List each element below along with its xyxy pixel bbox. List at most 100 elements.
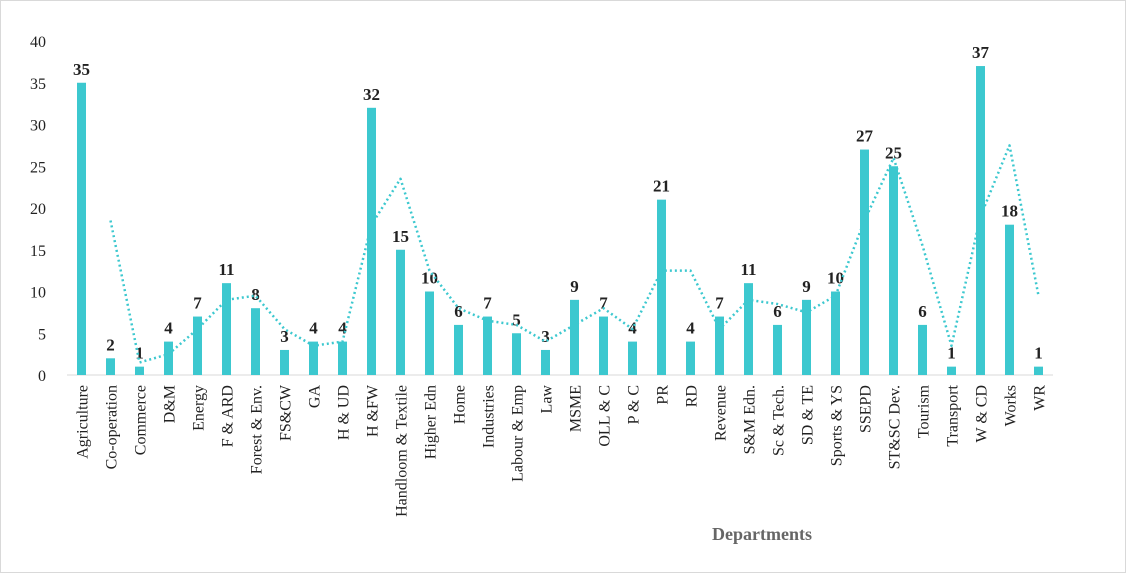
- data-label: 21: [653, 177, 670, 196]
- x-tick-label: GA: [307, 385, 324, 409]
- bar: [309, 341, 318, 375]
- data-label: 10: [827, 269, 844, 288]
- x-tick-label: Higher Edn: [423, 385, 440, 459]
- x-tick-label: S&M Edn.: [742, 385, 759, 454]
- x-tick-label: Energy: [191, 385, 208, 431]
- data-label: 27: [856, 127, 874, 146]
- x-tick-label: Forest & Env.: [249, 385, 266, 474]
- data-label: 9: [802, 277, 811, 296]
- x-tick-label: Commerce: [133, 385, 150, 455]
- y-tick-label: 10: [30, 285, 46, 302]
- bar: [367, 107, 376, 376]
- x-tick-label: RD: [684, 385, 701, 407]
- data-label: 3: [280, 327, 289, 346]
- bar: [831, 291, 840, 375]
- bar: [338, 341, 347, 375]
- data-label: 7: [715, 294, 724, 313]
- y-tick-label: 20: [30, 201, 46, 218]
- x-tick-label: H & UD: [336, 385, 353, 440]
- data-label: 1: [1034, 344, 1043, 363]
- data-label: 7: [193, 294, 202, 313]
- bar: [396, 249, 405, 375]
- data-label: 1: [947, 344, 956, 363]
- data-label: 37: [972, 43, 990, 62]
- y-tick-label: 15: [30, 243, 46, 260]
- bar: [280, 349, 289, 375]
- bar: [483, 316, 492, 375]
- bar: [628, 341, 637, 375]
- data-label: 4: [309, 319, 318, 338]
- trend-line: [109, 144, 1040, 364]
- data-label: 11: [740, 260, 756, 279]
- data-label: 18: [1001, 202, 1018, 221]
- data-label: 25: [885, 143, 902, 162]
- bar: [77, 82, 86, 375]
- data-label: 5: [512, 310, 521, 329]
- bar: [222, 283, 231, 375]
- bar: [454, 324, 463, 375]
- data-label: 1: [135, 344, 144, 363]
- bar: [135, 366, 144, 375]
- bar: [164, 341, 173, 375]
- x-tick-label: Tourism: [916, 384, 933, 438]
- x-tick-label: FS&CW: [278, 384, 295, 441]
- data-label: 4: [338, 319, 347, 338]
- bar: [106, 358, 115, 375]
- x-tick-label: P & C: [626, 385, 643, 424]
- x-tick-label: Labour & Emp: [510, 385, 527, 482]
- bar: [570, 299, 579, 375]
- x-tick-label: SD & TE: [800, 385, 817, 445]
- x-axis-title: Departments: [712, 524, 812, 544]
- data-label: 2: [106, 335, 115, 354]
- bar: [889, 166, 898, 375]
- x-tick-label: ST&SC Dev.: [887, 385, 904, 469]
- data-label: 9: [570, 277, 579, 296]
- x-tick-label: Law: [539, 385, 556, 414]
- data-label: 35: [73, 60, 90, 79]
- data-label: 4: [686, 319, 695, 338]
- data-label: 32: [363, 85, 380, 104]
- x-tick-label: Handloom & Textile: [394, 385, 411, 517]
- x-tick-label: Sports & YS: [829, 385, 846, 466]
- data-label: 4: [164, 319, 173, 338]
- data-label: 3: [541, 327, 550, 346]
- data-label: 11: [218, 260, 234, 279]
- bar: [715, 316, 724, 375]
- bar: [744, 283, 753, 375]
- y-tick-label: 0: [38, 368, 46, 385]
- y-tick-label: 35: [30, 76, 46, 93]
- bar: [686, 341, 695, 375]
- y-tick-label: 25: [30, 159, 46, 176]
- bar: [599, 316, 608, 375]
- bar: [251, 308, 260, 375]
- x-tick-label: H &FW: [365, 384, 382, 437]
- x-tick-label: WR: [1032, 385, 1049, 411]
- x-tick-label: Industries: [481, 385, 498, 448]
- bar: [193, 316, 202, 375]
- x-tick-label: Transport: [945, 384, 962, 446]
- x-tick-label: Agriculture: [75, 385, 92, 459]
- data-label: 6: [454, 302, 463, 321]
- bar: [1005, 224, 1014, 375]
- data-label: 7: [483, 294, 492, 313]
- data-label: 8: [251, 285, 260, 304]
- x-tick-label: Works: [1003, 385, 1020, 426]
- x-tick-label: OLL & C: [597, 385, 614, 447]
- bar: [860, 149, 869, 375]
- x-tick-label: MSME: [568, 385, 585, 432]
- bar: [1034, 366, 1043, 375]
- x-tick-label: W & CD: [974, 385, 991, 442]
- y-tick-label: 5: [38, 326, 46, 343]
- bar: [541, 349, 550, 375]
- x-tick-label: PR: [655, 385, 672, 405]
- bar: [918, 324, 927, 375]
- data-label: 10: [421, 269, 438, 288]
- x-tick-label: Home: [452, 385, 469, 424]
- y-tick-label: 30: [30, 118, 46, 135]
- bar: [947, 366, 956, 375]
- data-label: 6: [918, 302, 927, 321]
- data-label: 7: [599, 294, 608, 313]
- bar: [802, 299, 811, 375]
